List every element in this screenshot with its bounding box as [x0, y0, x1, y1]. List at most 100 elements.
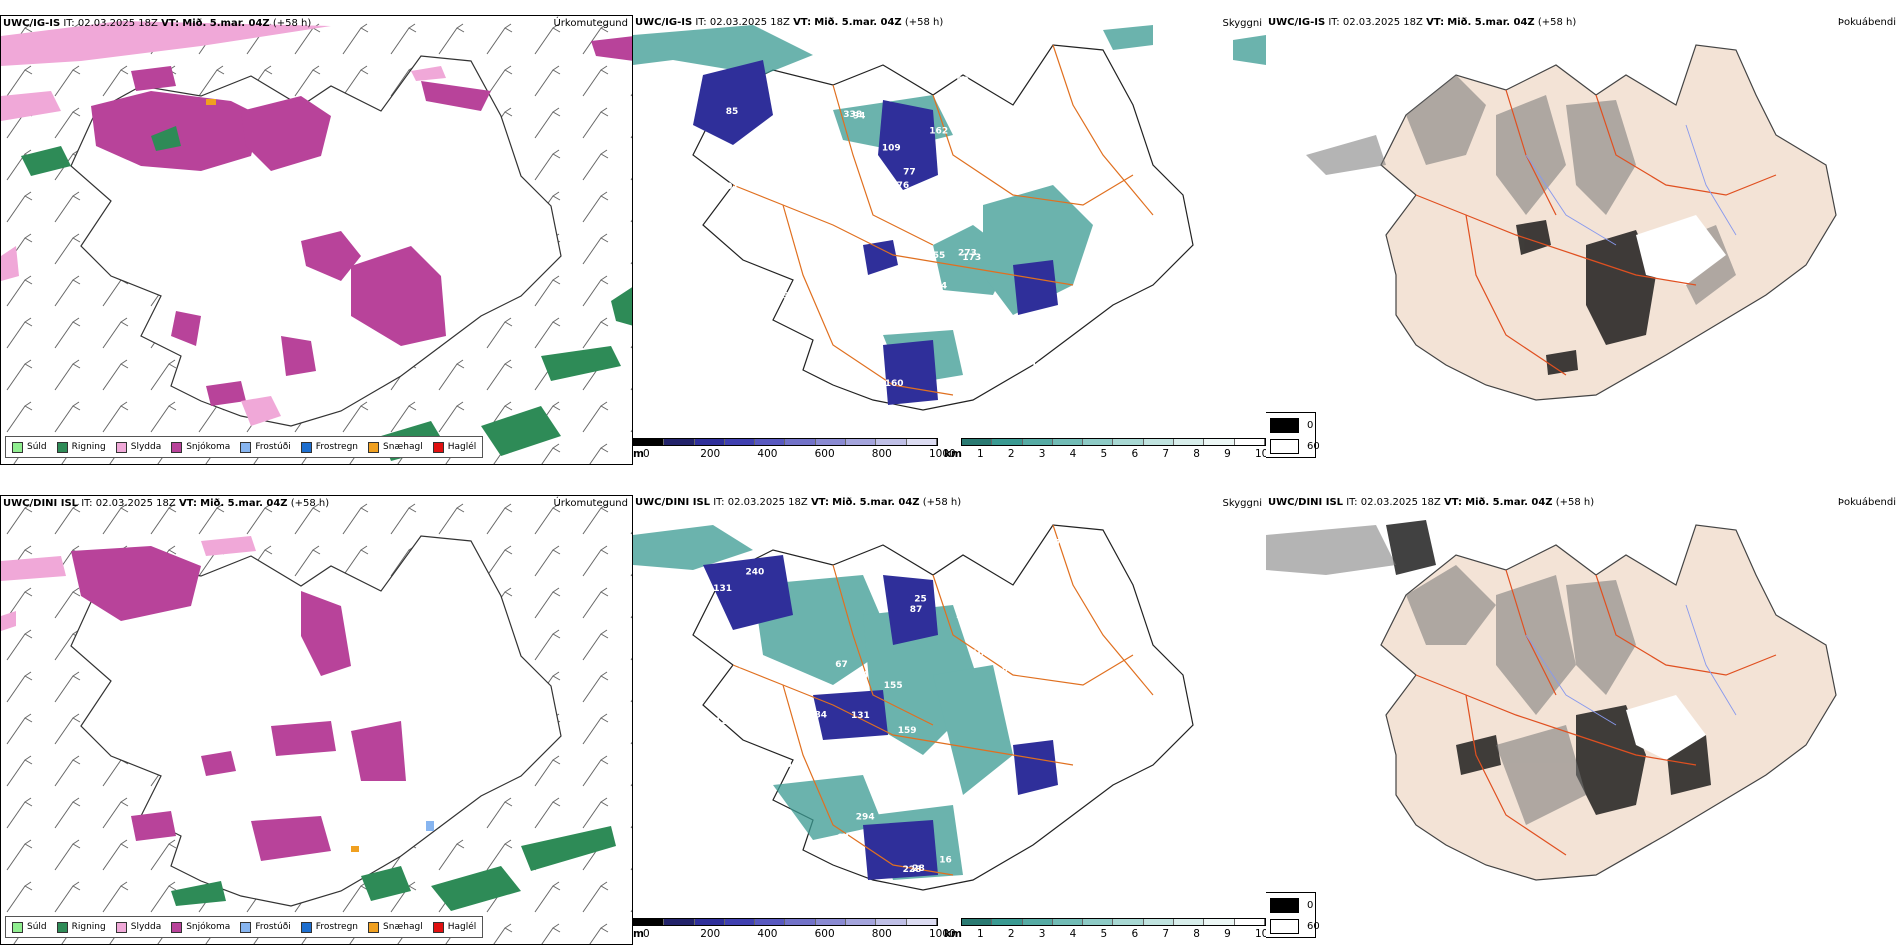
visibility-panel-bottom: 126 95 335 131 159 597 131 141 124 87 155 174 124 184…	[633, 495, 1266, 945]
cloud-base-label: 85	[726, 107, 739, 117]
colorbar-tick: 0	[643, 448, 650, 460]
visibility-bar	[961, 918, 1266, 926]
legend-swatch	[115, 921, 127, 933]
cloud-base-label: 137	[756, 165, 775, 175]
fog-clear-area	[1626, 695, 1706, 760]
legend-label: Snæhagl	[383, 922, 423, 932]
graupel-spot	[351, 846, 359, 852]
sleet-areas	[1, 21, 446, 426]
fog-map-bottom	[1266, 520, 1837, 881]
sleet-areas	[1, 536, 256, 631]
cloud-base-label: 131	[851, 711, 870, 721]
legend-swatch	[368, 441, 380, 453]
cloud-base-label: 124	[715, 717, 734, 727]
cloud-base-label: 16	[939, 855, 952, 865]
fog-indicator-panel-bottom: UWC/DINI ISL IT: 02.03.2025 18Z VT: Mið.…	[1266, 495, 1900, 945]
cloud-base-label: 264	[732, 294, 751, 304]
cloud-base-label: 25	[914, 595, 927, 605]
elevation-unit: m	[633, 928, 644, 940]
cloud-base-label: 228	[903, 865, 922, 875]
legend-label: Snæhagl	[383, 442, 423, 452]
cloud-base-label: 273	[958, 249, 977, 259]
panel-header: UWC/DINI ISL IT: 02.03.2025 18Z VT: Mið.…	[3, 498, 330, 509]
cloud-base-label: 67	[835, 660, 848, 670]
cloud-base-label: 280	[808, 150, 827, 160]
river-network	[1525, 604, 1737, 726]
cloud-base-label: 81	[1057, 153, 1070, 163]
cloud-base-label: 163	[833, 218, 852, 228]
cloud-base-label: 179	[719, 784, 738, 794]
colorbar-tick: 400	[757, 928, 778, 940]
colorbar-tick: 8	[1193, 928, 1200, 940]
colorbar-tick: 3	[1038, 928, 1046, 940]
visibility-unit: km	[944, 448, 962, 460]
legend-item: Snjókoma	[171, 441, 231, 453]
legend-swatch	[368, 921, 380, 933]
very-low-visibility	[703, 555, 1058, 880]
legend-swatch	[240, 441, 252, 453]
cloud-base-label: 55	[708, 368, 721, 378]
visibility-panel-top: 120 101 131 163 162 326 338 109 264 280 38 162 94 77 1…	[633, 15, 1266, 465]
legend-item: Haglél	[432, 441, 476, 453]
cloud-base-label: 131	[1031, 667, 1050, 677]
cloud-base-label: 120	[1031, 361, 1050, 371]
colorbar-tick: 1	[977, 928, 984, 940]
legend-label: Snjókoma	[186, 442, 231, 452]
legend-item: Snæhagl	[368, 441, 423, 453]
graupel-spot	[206, 99, 216, 105]
colorbar-tick: 4	[1069, 928, 1077, 940]
cloud-base-label: 74	[775, 356, 788, 366]
cloud-base-label: 160	[885, 379, 904, 389]
panel-header: UWC/IG-IS IT: 02.03.2025 18Z VT: Mið. 5.…	[635, 17, 944, 28]
panel-header: UWC/DINI ISL IT: 02.03.2025 18Z VT: Mið.…	[1268, 497, 1595, 508]
visibility-map-bottom: 126 95 335 131 159 597 131 141 124 87 155 174 124 184…	[633, 524, 1194, 891]
legend-swatch	[56, 921, 68, 933]
cloud-base-label: 170	[1037, 142, 1056, 152]
cloud-base-label: 38	[704, 346, 717, 356]
cloud-base-label: 59	[956, 76, 969, 86]
cloud-base-label: 124	[807, 547, 826, 557]
colorbar-tick: 9	[1224, 928, 1231, 940]
fog-key-top: 0 60	[1266, 412, 1320, 458]
colorbars-bottom: m 0 200 400 600 800 1000 km 1 2 3 4 5 6 7 8 9 10	[633, 918, 1266, 944]
cloud-base-label: 132	[732, 695, 751, 705]
colorbar-tick: 9	[1224, 448, 1231, 460]
very-low-visibility	[693, 60, 1058, 405]
colorbar-tick: 200	[700, 928, 721, 940]
cloud-base-label: 539	[777, 292, 796, 302]
road-network	[1415, 89, 1777, 376]
fog-map-top	[1306, 44, 1837, 401]
colorbar-tick: 2	[1007, 448, 1015, 460]
road-network	[732, 44, 1154, 396]
cloud-base-label: 597	[742, 695, 761, 705]
cloud-base-label: 226	[730, 834, 749, 844]
colorbar-tick: 7	[1162, 448, 1170, 460]
cloud-base-label: 83	[774, 112, 787, 122]
cloud-base-label: 115	[773, 760, 792, 770]
colorbar-tick: 3	[1038, 448, 1046, 460]
cloud-base-label: 14	[856, 670, 869, 680]
cloud-base-label: 85	[1000, 360, 1013, 370]
legend-swatch	[12, 921, 23, 933]
rain-areas	[171, 826, 616, 911]
road-network	[732, 524, 1154, 876]
cloud-base-labels: 120 101 131 163 162 326 338 109 264 280 38 162 94 77 1…	[704, 62, 1091, 390]
colorbar-tick: 1000	[929, 928, 956, 940]
legend-item: Slydda	[115, 441, 162, 453]
cloud-base-label: 146	[1005, 815, 1024, 825]
legend-item: Rigning	[56, 441, 106, 453]
cloud-base-label: 173	[962, 253, 981, 263]
fog-key-low: 0	[1307, 900, 1314, 911]
colorbar-tick: 600	[814, 928, 835, 940]
cloud-base-label: 55	[933, 251, 946, 261]
snow-areas	[71, 546, 406, 861]
precip-legend-top: Súld Rigning Slydda Snjókoma Frostúði Frostre…	[5, 436, 484, 458]
cloud-base-label: 188	[847, 328, 866, 338]
legend-label: Slydda	[130, 442, 162, 452]
cloud-base-label: 185	[1072, 171, 1091, 181]
legend-item: Súld	[12, 441, 47, 453]
fog-key-high: 60	[1307, 921, 1320, 932]
legend-swatch	[171, 441, 183, 453]
cloud-base-label: 86	[1067, 667, 1080, 677]
cloud-base-label: 126	[816, 532, 835, 542]
